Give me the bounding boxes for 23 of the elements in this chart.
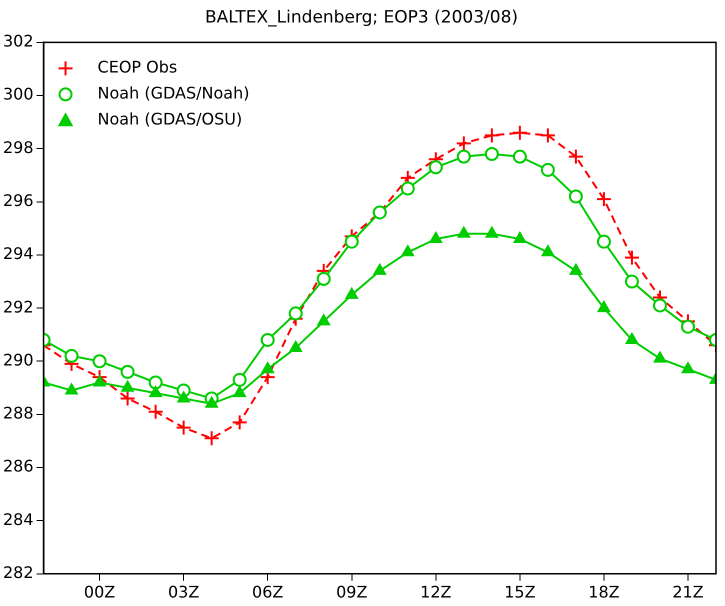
y-tick-label: 302 bbox=[2, 32, 34, 51]
x-tick-label: 06Z bbox=[252, 582, 284, 602]
y-tick-label: 286 bbox=[2, 456, 34, 476]
y-tick-label: 284 bbox=[2, 510, 34, 529]
y-tick-label: 288 bbox=[2, 404, 34, 423]
chart-title: BALTEX_Lindenberg; EOP3 (2003/08) bbox=[204, 8, 518, 28]
x-tick-label: 12Z bbox=[420, 582, 452, 602]
y-tick-label: 294 bbox=[2, 244, 34, 264]
legend-label: Noah (GDAS/Noah) bbox=[98, 84, 250, 103]
x-tick-label: 21Z bbox=[672, 582, 704, 602]
x-tick-label: 18Z bbox=[588, 582, 620, 602]
x-tick-label: 15Z bbox=[504, 582, 536, 602]
y-tick-label: 300 bbox=[2, 84, 34, 104]
x-tick-label: 03Z bbox=[168, 582, 200, 602]
y-tick-label: 296 bbox=[2, 190, 34, 210]
legend-label: Noah (GDAS/OSU) bbox=[98, 110, 242, 129]
y-tick-label: 282 bbox=[2, 562, 34, 582]
x-tick-label: 00Z bbox=[84, 582, 116, 602]
y-tick-label: 292 bbox=[2, 297, 34, 316]
y-tick-label: 298 bbox=[2, 138, 34, 157]
x-tick-label: 09Z bbox=[336, 582, 368, 602]
y-tick-label: 290 bbox=[2, 350, 34, 370]
legend-label: CEOP Obs bbox=[98, 58, 178, 77]
